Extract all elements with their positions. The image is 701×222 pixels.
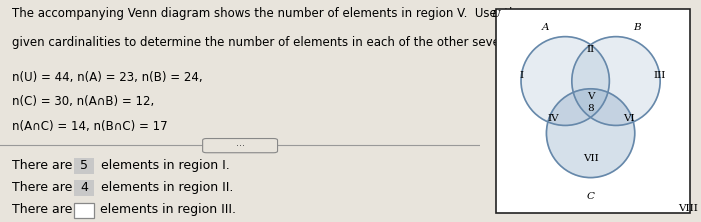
Text: 4: 4 bbox=[80, 181, 88, 194]
Text: 5: 5 bbox=[80, 159, 88, 172]
Text: A: A bbox=[542, 23, 549, 32]
Text: C: C bbox=[587, 192, 594, 201]
Text: elements in region I.: elements in region I. bbox=[97, 159, 230, 172]
Text: There are: There are bbox=[12, 159, 76, 172]
Text: There are: There are bbox=[12, 203, 76, 216]
Text: B: B bbox=[633, 23, 641, 32]
Text: n(C) = 30, n(A∩B) = 12,: n(C) = 30, n(A∩B) = 12, bbox=[12, 95, 154, 109]
FancyBboxPatch shape bbox=[74, 203, 94, 218]
Text: VIII: VIII bbox=[678, 204, 697, 213]
FancyBboxPatch shape bbox=[74, 180, 94, 196]
Text: U: U bbox=[491, 10, 500, 19]
Text: III: III bbox=[654, 71, 667, 80]
Text: VI: VI bbox=[623, 114, 635, 123]
FancyBboxPatch shape bbox=[203, 139, 278, 153]
Text: n(A∩C) = 14, n(B∩C) = 17: n(A∩C) = 14, n(B∩C) = 17 bbox=[12, 120, 168, 133]
Text: 8: 8 bbox=[587, 104, 594, 113]
Circle shape bbox=[572, 37, 660, 125]
Text: There are: There are bbox=[12, 181, 76, 194]
Text: I: I bbox=[519, 71, 523, 80]
Text: IV: IV bbox=[547, 114, 559, 123]
FancyBboxPatch shape bbox=[496, 9, 690, 213]
Text: V: V bbox=[587, 92, 594, 101]
Circle shape bbox=[547, 89, 635, 178]
Text: elements in region II.: elements in region II. bbox=[97, 181, 233, 194]
Text: ···: ··· bbox=[236, 141, 245, 151]
Text: elements in region III.: elements in region III. bbox=[96, 203, 236, 216]
Text: VII: VII bbox=[583, 154, 599, 163]
Text: II: II bbox=[587, 46, 594, 54]
Circle shape bbox=[521, 37, 609, 125]
Text: The accompanying Venn diagram shows the number of elements in region V.  Use  th: The accompanying Venn diagram shows the … bbox=[12, 7, 524, 20]
Text: n(U) = 44, n(A) = 23, n(B) = 24,: n(U) = 44, n(A) = 23, n(B) = 24, bbox=[12, 71, 203, 84]
FancyBboxPatch shape bbox=[74, 158, 94, 174]
Text: given cardinalities to determine the number of elements in each of the other sev: given cardinalities to determine the num… bbox=[12, 36, 559, 49]
